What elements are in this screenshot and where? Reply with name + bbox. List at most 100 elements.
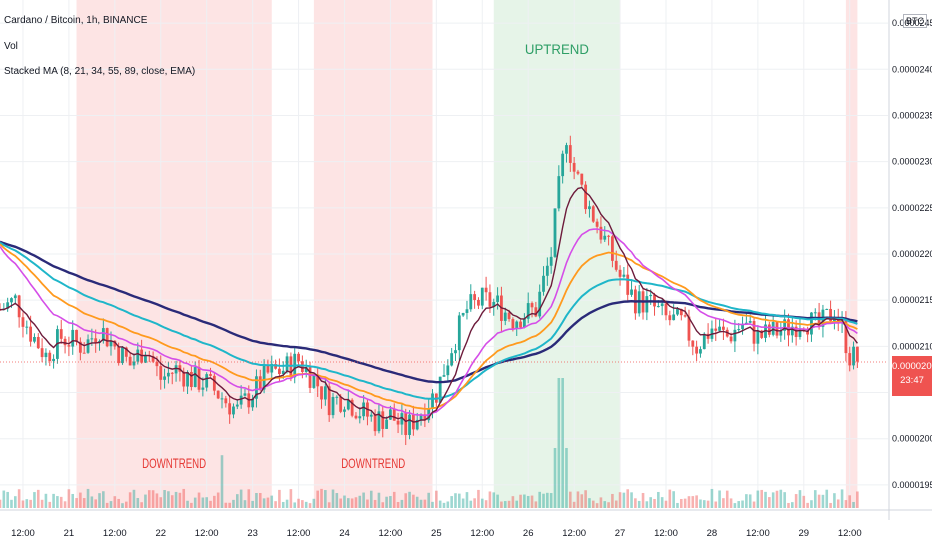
volume-bar-73 <box>278 489 281 508</box>
symbol-title[interactable]: Cardano / Bitcoin, 1h, BINANCE <box>4 15 148 26</box>
volume-bar-86 <box>327 502 331 508</box>
candle-body-75 <box>285 356 289 371</box>
x-tick-label-16: 12:00 <box>746 528 770 539</box>
candle-body-23 <box>86 339 90 353</box>
volume-bar-199 <box>760 489 763 508</box>
x-tick-label-0: 12:00 <box>11 528 35 539</box>
volume-bar-103 <box>392 491 396 508</box>
volume-bar-161 <box>614 500 618 508</box>
volume-bar-80 <box>304 501 308 508</box>
candle-body-61 <box>232 406 235 415</box>
candle-body-66 <box>251 398 255 408</box>
candle-body-183 <box>699 349 702 354</box>
x-tick-label-4: 12:00 <box>195 528 219 539</box>
volume-bar-28 <box>105 502 109 508</box>
volume-bar-168 <box>641 492 645 508</box>
volume-bar-186 <box>710 488 714 508</box>
volume-bar-131 <box>500 501 503 508</box>
volume-bar-79 <box>301 500 304 508</box>
volume-bar-116 <box>442 502 446 508</box>
candle-body-29 <box>109 340 113 347</box>
candle-body-149 <box>568 145 572 163</box>
volume-bar-189 <box>722 498 725 508</box>
candle-body-82 <box>312 375 316 388</box>
candle-body-86 <box>327 386 331 416</box>
ema-89-line <box>0 240 858 384</box>
volume-bar-197 <box>752 501 756 508</box>
candle-body-198 <box>756 330 760 344</box>
volume-bar-136 <box>519 494 522 508</box>
volume-bar-5 <box>17 489 21 508</box>
volume-bar-93 <box>354 497 358 508</box>
volume-bar-2 <box>6 491 9 508</box>
volume-bar-87 <box>331 489 335 508</box>
volume-bar-157 <box>599 497 603 508</box>
candle-body-89 <box>339 396 343 412</box>
x-tick-label-7: 24 <box>339 528 350 539</box>
volume-bar-88 <box>335 493 339 508</box>
candle-body-78 <box>297 353 300 362</box>
volume-bar-142 <box>542 493 545 508</box>
volume-bar-34 <box>128 492 132 508</box>
volume-bar-63 <box>239 489 243 508</box>
volume-legend[interactable]: Vol <box>4 41 18 52</box>
candle-body-145 <box>553 208 557 257</box>
candle-body-204 <box>779 330 783 336</box>
volume-bar-99 <box>377 492 381 508</box>
candle-body-57 <box>216 390 220 399</box>
volume-bar-68 <box>258 492 262 508</box>
candle-body-42 <box>159 366 163 380</box>
candle-body-219 <box>836 318 840 323</box>
candle-body-60 <box>228 403 232 415</box>
candle-body-162 <box>618 269 622 277</box>
candle-body-20 <box>75 329 78 342</box>
volume-bar-17 <box>63 501 67 508</box>
volume-bar-58 <box>220 455 224 508</box>
volume-bar-47 <box>178 492 182 508</box>
candle-body-182 <box>695 346 699 354</box>
candle-body-117 <box>446 365 450 376</box>
candle-body-218 <box>833 318 836 322</box>
x-tick-label-1: 21 <box>64 528 75 539</box>
volume-bar-181 <box>691 496 695 508</box>
volume-bar-62 <box>236 494 239 508</box>
candle-body-196 <box>748 321 752 323</box>
indicator-legend[interactable]: Stacked MA (8, 21, 34, 55, 89, close, EM… <box>4 66 196 77</box>
volume-bar-106 <box>404 493 408 508</box>
ema-34-line <box>0 243 858 410</box>
candle-body-172 <box>656 306 660 308</box>
candle-body-50 <box>189 371 193 388</box>
volume-bar-113 <box>431 501 434 508</box>
region-label-0: DOWNTREND <box>142 455 206 471</box>
y-tick-label-3: 0.00002300 <box>892 157 932 167</box>
ema-8-line <box>0 186 858 423</box>
x-tick-label-11: 26 <box>523 528 534 539</box>
volume-bar-112 <box>427 492 430 508</box>
candle-body-184 <box>702 333 706 350</box>
volume-bar-170 <box>649 497 652 508</box>
axis-unit-label[interactable]: BTC <box>903 14 927 28</box>
volume-bar-12 <box>44 493 48 508</box>
candle-body-73 <box>278 368 281 374</box>
candle-body-28 <box>105 328 109 347</box>
candle-body-224 <box>855 346 859 362</box>
candle-body-125 <box>477 299 480 306</box>
volume-bar-190 <box>725 490 729 508</box>
x-tick-label-2: 12:00 <box>103 528 127 539</box>
volume-bar-149 <box>569 491 572 508</box>
candle-body-67 <box>255 376 258 399</box>
candle-body-138 <box>526 303 530 319</box>
candle-body-152 <box>580 173 584 185</box>
candle-body-41 <box>155 361 159 367</box>
volume-bar-123 <box>469 500 473 508</box>
volume-bar-134 <box>511 496 515 508</box>
candle-body-83 <box>316 375 320 387</box>
volume-bar-82 <box>312 498 316 508</box>
candle-body-102 <box>389 409 392 420</box>
candle-body-128 <box>488 292 492 307</box>
candle-body-70 <box>266 365 270 373</box>
volume-bar-84 <box>320 488 323 508</box>
x-tick-label-15: 28 <box>707 528 718 539</box>
